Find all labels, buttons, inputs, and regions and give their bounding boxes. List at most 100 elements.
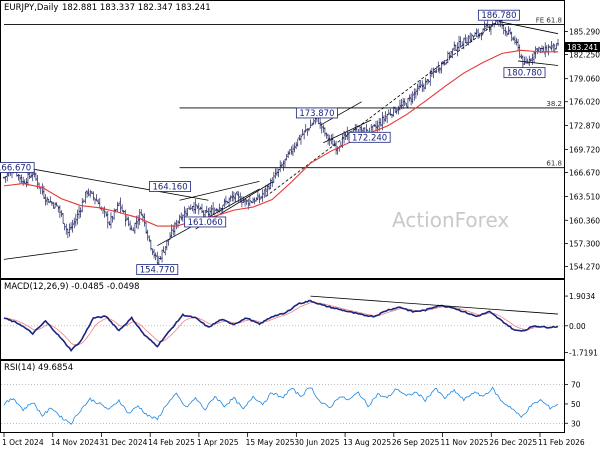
ohlc-bar bbox=[93, 198, 97, 205]
price-callout-label: 180.780 bbox=[507, 69, 542, 79]
ohlc-bar bbox=[461, 41, 464, 47]
ohlc-bar bbox=[291, 144, 295, 157]
ohlc-bar bbox=[232, 191, 236, 202]
ohlc-bar bbox=[459, 36, 462, 48]
ohlc-bar bbox=[189, 204, 192, 210]
ohlc-bar bbox=[76, 209, 79, 225]
ohlc-bar bbox=[242, 196, 245, 203]
ohlc-bar bbox=[489, 24, 493, 36]
ohlc-bar bbox=[77, 205, 81, 219]
ohlc-bar bbox=[264, 184, 267, 198]
price-callout: 180.780 bbox=[503, 67, 546, 79]
ohlc-bar bbox=[106, 211, 109, 229]
ohlc-bar bbox=[66, 228, 69, 239]
x-tick-label: 14 Feb 2025 bbox=[148, 438, 195, 447]
fib-level-label: FE 61.8 bbox=[536, 17, 562, 25]
ohlc-bar bbox=[18, 174, 22, 185]
y-tick-label: 160.360 bbox=[569, 216, 600, 225]
ohlc-bar bbox=[229, 195, 232, 202]
ohlc-bar bbox=[453, 41, 456, 51]
rsi-line bbox=[3, 386, 559, 425]
ohlc-bar bbox=[255, 197, 258, 202]
ohlc-bar bbox=[6, 172, 9, 182]
ohlc-bar bbox=[312, 118, 315, 125]
ohlc-bar bbox=[524, 56, 528, 65]
x-tick-label: 26 Dec 2025 bbox=[489, 438, 537, 447]
ohlc-bar bbox=[151, 248, 154, 256]
ohlc-bar bbox=[200, 203, 204, 214]
ohlc-bar bbox=[25, 178, 28, 188]
ohlc-bar bbox=[397, 105, 400, 115]
ohlc-bar bbox=[322, 124, 325, 133]
ohlc-bar bbox=[433, 69, 437, 73]
ohlc-bar bbox=[548, 45, 552, 49]
ohlc-bar bbox=[384, 111, 387, 122]
ohlc-bar bbox=[237, 191, 240, 203]
moving-average bbox=[3, 49, 558, 227]
ohlc-bar bbox=[178, 214, 181, 224]
ohlc-bar bbox=[167, 239, 170, 246]
ohlc-bar bbox=[109, 212, 113, 229]
ohlc-bar bbox=[116, 201, 119, 213]
ohlc-bar bbox=[108, 221, 111, 226]
ohlc-bar bbox=[218, 203, 221, 213]
price-panel-frame bbox=[0, 0, 565, 279]
price-callout-box bbox=[184, 216, 227, 228]
ohlc-bar bbox=[71, 219, 74, 233]
ohlc-bar bbox=[117, 202, 121, 207]
ohlc-bar bbox=[451, 48, 454, 59]
ohlc-bar bbox=[212, 202, 215, 215]
x-tick-label: 30 Jun 2025 bbox=[294, 438, 339, 447]
ohlc-bar bbox=[550, 40, 553, 51]
ohlc-bar bbox=[465, 37, 469, 44]
macd-panel: 1.9034 0.00 -1.7191 bbox=[1, 292, 598, 358]
ohlc-bar bbox=[449, 50, 453, 58]
watermark-text: ActionForex bbox=[392, 208, 509, 232]
ohlc-bar bbox=[473, 32, 477, 37]
ohlc-bar bbox=[512, 36, 515, 41]
ohlc-bar bbox=[342, 130, 346, 144]
price-callout-label: 164.160 bbox=[152, 182, 187, 192]
ohlc-bar bbox=[97, 199, 100, 205]
ohlc-bar bbox=[204, 209, 207, 218]
ohlc-bar bbox=[122, 209, 125, 213]
ohlc-bar bbox=[505, 31, 509, 37]
macd-y-tick-label: -1.7191 bbox=[569, 349, 598, 358]
ohlc-bar bbox=[282, 160, 285, 171]
ohlc-bar bbox=[430, 67, 433, 77]
price-callout-box bbox=[503, 67, 546, 79]
ohlc-bar bbox=[306, 128, 309, 136]
ohlc-bar bbox=[53, 202, 57, 209]
ohlc-bar bbox=[304, 124, 307, 133]
y-tick-label: 172.870 bbox=[569, 122, 600, 131]
trendline bbox=[3, 163, 209, 201]
ohlc-bar bbox=[293, 142, 296, 153]
ohlc-bar bbox=[534, 46, 537, 59]
ohlc-bar bbox=[438, 66, 441, 74]
ohlc-bar bbox=[183, 206, 186, 217]
ohlc-bar bbox=[416, 83, 419, 96]
rsi-y-tick-label: 50 bbox=[571, 400, 581, 409]
trendline bbox=[319, 101, 362, 126]
ohlc-bar bbox=[480, 32, 483, 41]
ohlc-bar bbox=[402, 97, 405, 109]
ohlc-bar bbox=[395, 107, 398, 115]
ohlc-bar bbox=[398, 99, 402, 111]
price-callout: 164.160 bbox=[149, 181, 191, 192]
ohlc-bar bbox=[196, 204, 199, 210]
ohlc-bar bbox=[47, 199, 50, 204]
ohlc-bar bbox=[520, 53, 523, 60]
y-tick-label: 163.510 bbox=[569, 192, 600, 201]
ohlc-bar bbox=[152, 248, 156, 259]
ohlc-bar bbox=[173, 221, 176, 237]
ohlc-bar bbox=[414, 88, 418, 99]
price-callout-box bbox=[477, 9, 520, 21]
x-tick-label: 1 Apr 2025 bbox=[197, 438, 239, 447]
price-callout-box bbox=[348, 131, 391, 143]
ohlc-bar bbox=[132, 227, 135, 232]
ohlc-bar bbox=[470, 33, 473, 43]
ohlc-bar bbox=[509, 27, 512, 35]
ohlc-bar bbox=[440, 61, 443, 74]
y-tick-label: 154.270 bbox=[569, 262, 600, 271]
x-tick-label: 31 Dec 2024 bbox=[99, 438, 147, 447]
